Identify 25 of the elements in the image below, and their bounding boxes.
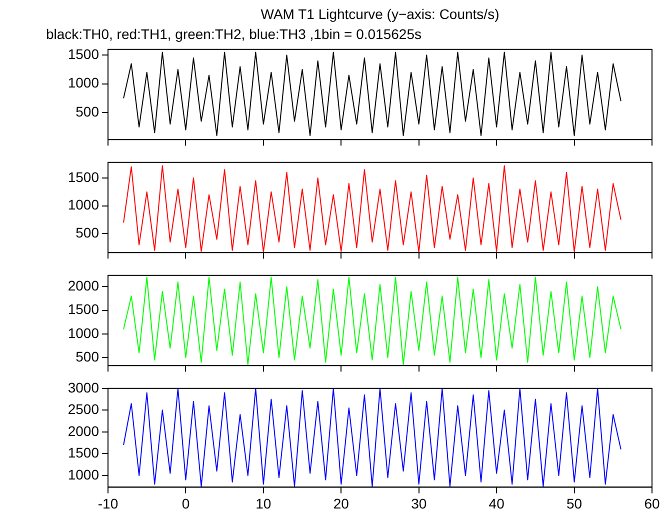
y-tick-label: 2500 — [68, 401, 100, 418]
x-tick-label: 30 — [411, 495, 427, 512]
y-tick-label: 1000 — [68, 324, 100, 341]
y-tick-label: 1000 — [68, 74, 100, 91]
y-tick-label: 2000 — [68, 422, 100, 439]
x-tick-label: 40 — [488, 495, 505, 512]
y-tick-label: 1500 — [68, 444, 100, 461]
y-tick-label: 1500 — [68, 168, 100, 185]
y-tick-label: 1500 — [68, 46, 100, 62]
y-tick-label: 1000 — [68, 466, 100, 482]
x-tick-label: 10 — [256, 495, 272, 512]
x-tick-label: -10 — [98, 495, 118, 512]
y-tick-label: 1000 — [68, 196, 100, 213]
x-tick-label: 20 — [333, 495, 350, 512]
y-tick-label: 500 — [76, 103, 100, 120]
x-tick-label: 50 — [566, 495, 582, 512]
y-tick-label: 500 — [76, 348, 100, 364]
x-tick-label: 60 — [644, 495, 660, 512]
y-tick-label: 2000 — [68, 278, 100, 294]
y-tick-label: 500 — [76, 224, 100, 241]
y-tick-label: 3000 — [68, 379, 100, 396]
y-tick-label: 1500 — [68, 301, 100, 318]
chart-title: WAM T1 Lightcurve (y−axis: Counts/s) — [260, 6, 500, 22]
chart-subtitle: black:TH0, red:TH1, green:TH2, blue:TH3 ,1bin = 0.015625s — [46, 26, 422, 42]
x-tick-label: 0 — [182, 495, 190, 512]
